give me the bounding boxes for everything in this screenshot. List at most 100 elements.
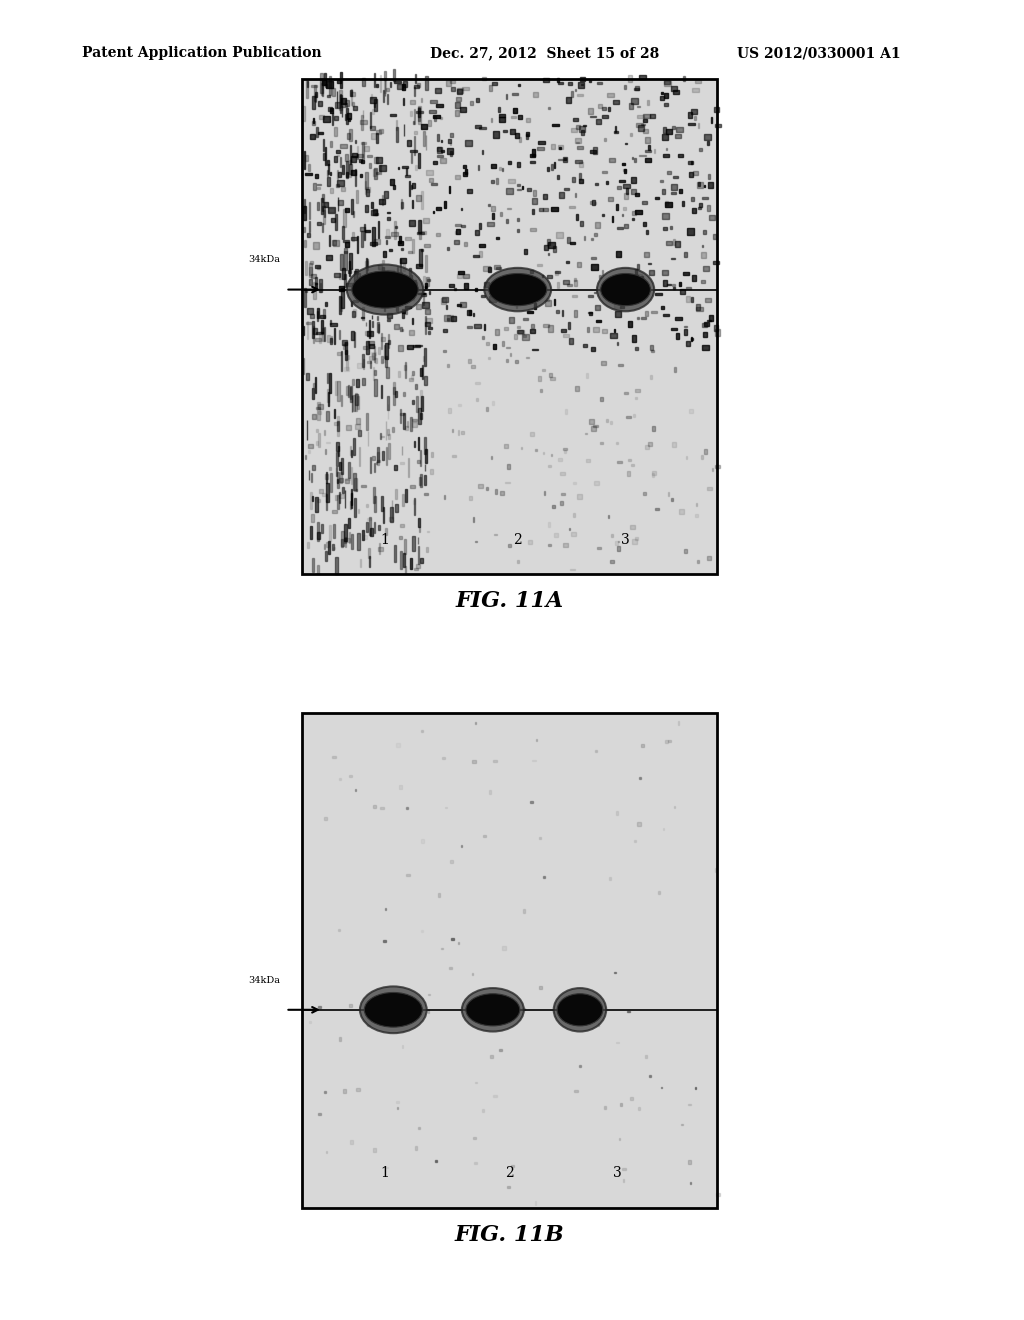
Bar <box>358 158 362 162</box>
Bar <box>652 473 654 477</box>
Bar <box>419 477 421 484</box>
Bar <box>623 183 630 187</box>
Bar <box>529 329 536 334</box>
Bar <box>572 482 577 484</box>
Bar <box>329 541 330 553</box>
Bar <box>672 284 675 285</box>
Bar <box>342 341 347 345</box>
Bar <box>335 214 337 230</box>
Bar <box>476 397 478 401</box>
Bar <box>702 230 706 234</box>
Bar <box>532 149 535 156</box>
Bar <box>589 418 594 424</box>
Bar <box>403 263 404 272</box>
Bar <box>440 150 444 152</box>
Bar <box>591 238 593 240</box>
Bar <box>410 275 412 289</box>
Bar <box>303 227 305 232</box>
Bar <box>399 550 402 569</box>
Bar <box>418 293 425 294</box>
Bar <box>487 222 494 226</box>
Bar <box>318 132 324 133</box>
Bar <box>345 242 349 247</box>
Bar <box>581 129 584 135</box>
Bar <box>362 354 364 367</box>
Bar <box>690 337 692 341</box>
Bar <box>374 73 375 87</box>
Bar <box>588 312 592 313</box>
Bar <box>351 236 357 240</box>
Bar <box>426 170 433 176</box>
Bar <box>665 103 668 106</box>
Bar <box>324 544 325 549</box>
Bar <box>425 77 428 91</box>
Bar <box>701 280 706 282</box>
Bar <box>304 240 306 247</box>
Bar <box>701 323 708 327</box>
Bar <box>358 430 361 436</box>
Bar <box>431 451 432 457</box>
Bar <box>370 98 376 103</box>
Bar <box>425 282 427 288</box>
Bar <box>381 337 385 342</box>
Bar <box>472 760 476 763</box>
Bar <box>691 108 697 115</box>
Bar <box>694 1088 696 1089</box>
Bar <box>344 342 345 346</box>
Bar <box>416 396 418 412</box>
Bar <box>412 400 415 404</box>
Bar <box>673 90 679 94</box>
Bar <box>566 96 570 103</box>
Bar <box>522 1007 525 1010</box>
Bar <box>646 230 648 234</box>
Bar <box>314 265 319 268</box>
Bar <box>340 297 342 310</box>
Bar <box>629 459 631 461</box>
Bar <box>662 1086 663 1088</box>
Bar <box>313 327 317 334</box>
Bar <box>628 321 632 327</box>
Bar <box>493 213 495 219</box>
Bar <box>330 172 331 176</box>
Bar <box>571 532 575 536</box>
Bar <box>325 474 328 479</box>
Bar <box>588 108 593 114</box>
Bar <box>372 457 375 461</box>
Bar <box>548 107 550 108</box>
Bar <box>674 239 675 246</box>
Bar <box>630 103 633 108</box>
Bar <box>688 112 692 117</box>
Bar <box>380 75 381 92</box>
Bar <box>481 335 483 339</box>
Bar <box>306 321 308 339</box>
Bar <box>642 201 647 205</box>
Bar <box>616 461 622 463</box>
Bar <box>658 891 660 894</box>
Bar <box>608 284 609 286</box>
Bar <box>536 1201 537 1205</box>
Bar <box>583 124 586 125</box>
Bar <box>336 149 340 153</box>
Bar <box>681 289 685 294</box>
Bar <box>631 132 632 136</box>
Bar <box>377 131 381 133</box>
Bar <box>313 243 319 249</box>
Bar <box>310 473 312 482</box>
Bar <box>372 273 374 276</box>
Bar <box>643 115 650 117</box>
Bar <box>388 434 390 438</box>
Bar <box>593 148 597 153</box>
Bar <box>395 226 397 228</box>
Bar <box>424 347 426 366</box>
Bar <box>446 315 453 321</box>
Bar <box>447 139 451 143</box>
Bar <box>574 310 578 317</box>
Bar <box>645 445 649 449</box>
Bar <box>318 102 322 106</box>
Bar <box>589 312 592 315</box>
Bar <box>615 810 618 814</box>
Bar <box>691 297 692 302</box>
Bar <box>590 150 596 153</box>
Bar <box>344 524 347 541</box>
Bar <box>632 275 638 277</box>
